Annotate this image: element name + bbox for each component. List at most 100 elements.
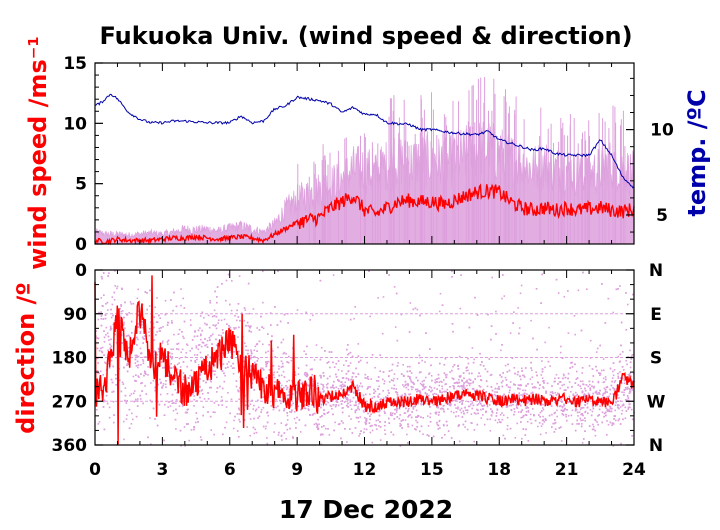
direction-point bbox=[178, 328, 181, 331]
direction-point bbox=[607, 423, 610, 426]
direction-point bbox=[158, 350, 160, 353]
direction-point bbox=[285, 438, 287, 440]
direction-point bbox=[605, 407, 607, 410]
direction-point bbox=[109, 346, 112, 349]
direction-point bbox=[542, 403, 544, 406]
direction-point bbox=[564, 376, 567, 379]
direction-point bbox=[624, 399, 627, 401]
direction-point bbox=[544, 341, 546, 344]
direction-point bbox=[610, 384, 613, 387]
direction-point bbox=[357, 392, 359, 395]
direction-point bbox=[599, 405, 601, 407]
direction-point bbox=[164, 300, 167, 302]
direction-point bbox=[149, 399, 152, 402]
direction-point bbox=[262, 270, 264, 273]
direction-point bbox=[262, 406, 265, 409]
direction-point bbox=[171, 356, 174, 358]
direction-point bbox=[581, 372, 583, 374]
direction-point bbox=[103, 330, 105, 332]
direction-point bbox=[491, 389, 494, 392]
direction-point bbox=[229, 303, 231, 306]
direction-point bbox=[331, 408, 333, 410]
direction-point bbox=[575, 391, 577, 394]
direction-point bbox=[567, 290, 569, 292]
direction-point bbox=[148, 331, 150, 333]
direction-point bbox=[570, 362, 572, 364]
direction-point bbox=[437, 414, 440, 416]
direction-point bbox=[355, 416, 358, 419]
direction-point bbox=[193, 382, 196, 385]
direction-point bbox=[501, 344, 503, 346]
direction-point bbox=[97, 371, 99, 374]
direction-point bbox=[335, 362, 337, 365]
direction-point bbox=[579, 417, 582, 420]
direction-point bbox=[632, 293, 634, 296]
direction-point bbox=[163, 439, 165, 442]
direction-point bbox=[395, 411, 398, 413]
direction-point bbox=[432, 435, 435, 438]
direction-point bbox=[346, 348, 348, 351]
direction-point bbox=[444, 434, 446, 436]
direction-point bbox=[629, 366, 632, 369]
direction-point bbox=[347, 402, 349, 405]
direction-point bbox=[470, 413, 473, 415]
direction-point bbox=[367, 412, 369, 415]
direction-point bbox=[454, 399, 457, 401]
direction-point bbox=[388, 375, 390, 377]
direction-point bbox=[557, 292, 560, 294]
direction-point bbox=[256, 327, 258, 329]
direction-point bbox=[217, 322, 219, 324]
direction-point bbox=[196, 354, 199, 356]
direction-mean-series bbox=[94, 275, 635, 445]
direction-point bbox=[562, 377, 564, 380]
direction-point bbox=[311, 404, 313, 406]
direction-point bbox=[591, 368, 594, 370]
direction-point bbox=[581, 390, 584, 393]
direction-point bbox=[212, 411, 215, 413]
direction-point bbox=[178, 400, 181, 403]
direction-point bbox=[466, 409, 469, 411]
direction-point bbox=[160, 361, 163, 363]
direction-point bbox=[154, 389, 156, 392]
direction-point bbox=[382, 378, 384, 381]
direction-point bbox=[581, 407, 583, 409]
direction-point bbox=[512, 403, 514, 406]
direction-point bbox=[159, 330, 162, 332]
direction-point bbox=[98, 421, 101, 423]
direction-point bbox=[140, 352, 143, 354]
direction-point bbox=[586, 406, 589, 409]
direction-point bbox=[435, 411, 438, 414]
direction-point bbox=[629, 361, 632, 363]
direction-point bbox=[420, 371, 422, 373]
direction-point bbox=[487, 313, 489, 316]
direction-point bbox=[139, 332, 142, 334]
direction-point bbox=[408, 414, 410, 417]
direction-point bbox=[320, 403, 323, 406]
direction-point bbox=[262, 343, 264, 346]
direction-point bbox=[238, 407, 240, 410]
direction-point bbox=[630, 408, 633, 411]
direction-point bbox=[392, 433, 395, 436]
direction-point bbox=[495, 395, 497, 397]
direction-point bbox=[496, 421, 499, 424]
direction-point bbox=[526, 401, 529, 403]
direction-point bbox=[347, 399, 349, 401]
direction-point bbox=[352, 396, 355, 399]
direction-point bbox=[295, 384, 297, 386]
direction-point bbox=[280, 386, 282, 389]
direction-point bbox=[378, 410, 380, 413]
direction-point bbox=[294, 411, 296, 413]
direction-point bbox=[532, 408, 534, 410]
direction-point bbox=[536, 374, 538, 377]
direction-point bbox=[165, 355, 168, 358]
direction-point bbox=[542, 408, 545, 411]
direction-point bbox=[200, 338, 202, 341]
direction-point bbox=[237, 303, 240, 305]
direction-point bbox=[447, 402, 450, 405]
direction-point bbox=[201, 389, 203, 391]
direction-point bbox=[591, 410, 594, 413]
direction-point bbox=[329, 397, 331, 400]
direction-point bbox=[236, 319, 238, 322]
direction-point bbox=[371, 397, 373, 399]
direction-point bbox=[530, 392, 532, 395]
